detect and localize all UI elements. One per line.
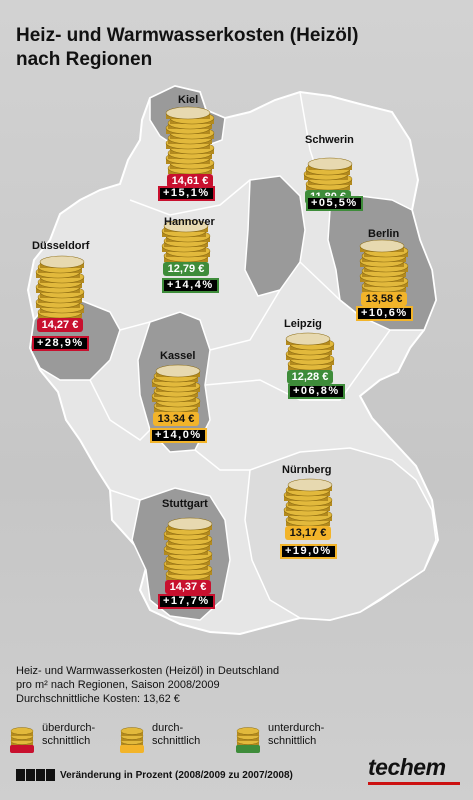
change-label: +15,1% [158,186,215,201]
price-label: 14,37 € [169,581,207,593]
city-label: Hannover [164,216,215,228]
legend-coin-above [10,727,34,753]
coin-stack-6 [151,364,201,426]
price-label: 14,61 € [171,175,209,187]
title-block: Heiz- und Warmwasserkosten (Heizöl) nach… [16,24,456,72]
change-label: +17,7% [158,594,215,609]
legend-below-line2: schnittlich [268,735,317,747]
coin-stack-7 [283,478,333,540]
legend-below-line1: unterdurch- [268,722,325,734]
legend-coin-average [120,727,144,753]
price-label: 12,79 € [167,263,205,275]
coin-stack-3 [35,255,85,332]
techem-logo: techem [368,754,446,780]
city-label: Schwerin [305,134,354,146]
coin-stack-4 [359,239,409,306]
title-line-1: Heiz- und Warmwasserkosten (Heizöl) [16,25,359,46]
change-label: +19,0% [280,544,337,559]
legend-below: unterdurch- schnittlich [268,722,324,748]
footer-line-1: Heiz- und Warmwasserkosten (Heizöl) in D… [16,665,280,677]
city-label: Nürnberg [282,464,332,476]
change-label: +28,9% [32,336,89,351]
change-label: +14,0% [150,428,207,443]
change-label: +06,8% [288,384,345,399]
price-label: 12,28 € [291,371,329,383]
change-label: +14,4% [162,278,219,293]
legend-average-line2: schnittlich [152,735,201,747]
state-borders [89,91,391,501]
city-label: Kassel [160,350,196,362]
coin-stack-2 [161,219,211,276]
region-saxony-anhalt [244,175,306,297]
price-label: 14,27 € [41,319,79,331]
footer-text: Heiz- und Warmwasserkosten (Heizöl) in D… [16,664,461,706]
coin-stack-5 [285,332,335,384]
coin-stack-8 [163,517,213,594]
price-label: 13,58 € [365,293,403,305]
change-legend-boxes [16,768,58,781]
change-legend-text: Veränderung in Prozent (2008/2009 zu 200… [60,770,293,781]
legend-average-line1: durch- [152,722,184,734]
legend-average: durch- schnittlich [152,722,200,748]
city-label: Leipzig [284,318,322,330]
city-label: Berlin [368,228,400,240]
legend-coins [10,727,260,753]
price-label: 13,17 € [289,527,327,539]
change-label: +05,5% [306,196,363,211]
coin-stacks-layer [35,106,409,594]
legend-above: überdurch- schnittlich [42,722,95,748]
legend-above-line2: schnittlich [42,735,91,747]
legend-above-line1: überdurch- [42,722,96,734]
legend-coin-below [236,727,260,753]
footer-line-2: pro m² nach Regionen, Saison 2008/2009 [16,679,220,691]
city-label: Düsseldorf [32,240,90,252]
logo-underline [368,782,460,785]
footer-line-3: Durchschnittliche Kosten: 13,62 € [16,693,180,705]
coin-stack-0 [165,106,215,188]
title-line-2: nach Regionen [16,49,153,70]
city-label: Kiel [178,94,199,106]
price-label: 13,34 € [157,413,195,425]
city-label: Stuttgart [162,498,208,510]
change-label: +10,6% [356,306,413,321]
